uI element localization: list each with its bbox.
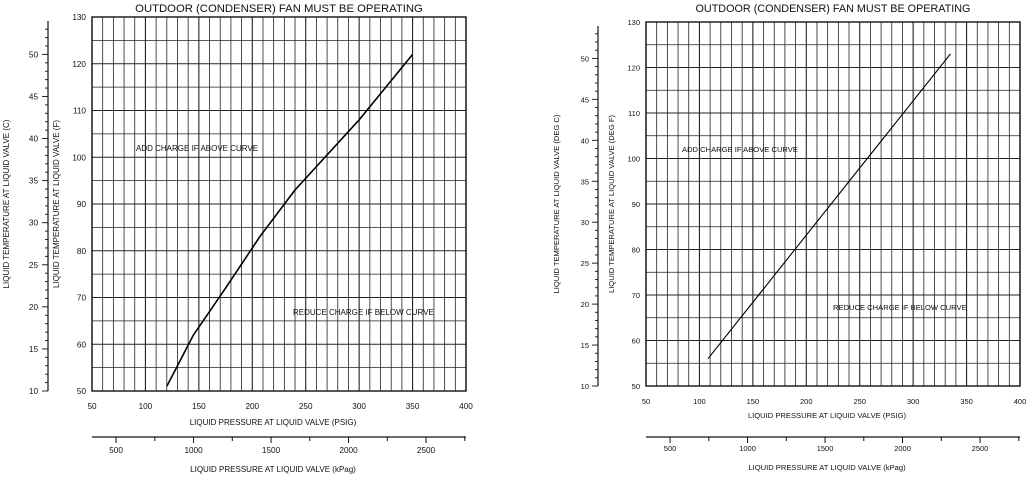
- y2-tick-label: 40: [29, 135, 39, 144]
- x-tick-label: 50: [87, 402, 97, 411]
- y2-tick-label: 30: [581, 218, 589, 227]
- y-tick-label: 120: [627, 64, 640, 73]
- y-tick-label: 60: [77, 340, 87, 349]
- y-tick-label: 60: [632, 337, 640, 346]
- y-tick-label: 80: [632, 246, 640, 255]
- y-tick-label: 100: [627, 155, 640, 164]
- charging-curve: [707, 53, 951, 360]
- x-tick-label: 100: [139, 402, 153, 411]
- y-tick-label: 90: [632, 200, 640, 209]
- y2-tick-label: 15: [29, 345, 39, 354]
- y-axis-label: LIQUID TEMPERATURE AT LIQUID VALVE (F): [52, 120, 61, 288]
- x2-axis-label: LIQUID PRESSURE AT LIQUID VALVE (kPag): [748, 463, 906, 472]
- chart-1: OUTDOOR (CONDENSER) FAN MUST BE OPERATIN…: [2, 3, 473, 474]
- y-tick-label: 110: [73, 107, 86, 116]
- x-axis-label: LIQUID PRESSURE AT LIQUID VALVE (PSIG): [748, 411, 907, 420]
- y2-axis-label: LIQUID TEMPERATURE AT LIQUID VALVE (C): [2, 119, 11, 288]
- x-tick-label: 200: [245, 402, 259, 411]
- x-tick-label: 150: [747, 397, 760, 406]
- y2-tick-label: 45: [581, 95, 589, 104]
- y2-tick-label: 20: [29, 303, 39, 312]
- y-tick-label: 130: [72, 13, 86, 22]
- y2-tick-label: 20: [581, 300, 589, 309]
- x-tick-label: 250: [853, 397, 866, 406]
- x-tick-label: 50: [642, 397, 650, 406]
- x-tick-label: 400: [459, 402, 473, 411]
- annotation-reduce-charge: REDUCE CHARGE IF BELOW CURVE: [833, 303, 967, 312]
- y-tick-label: 50: [632, 382, 640, 391]
- y-axis-label: LIQUID TEMPERATURE AT LIQUID VALVE (DEG …: [607, 114, 616, 293]
- x-tick-label: 200: [800, 397, 813, 406]
- plot-frame: [645, 21, 1021, 387]
- x2-tick-label: 1000: [739, 444, 756, 453]
- y2-tick-label: 50: [29, 50, 39, 59]
- grid: [645, 21, 1021, 387]
- x-tick-label: 300: [907, 397, 920, 406]
- annotation-reduce-charge: REDUCE CHARGE IF BELOW CURVE: [293, 308, 434, 317]
- annotation-add-charge: ADD CHARGE IF ABOVE CURVE: [682, 145, 798, 154]
- x-axis-label: LIQUID PRESSURE AT LIQUID VALVE (PSIG): [190, 418, 357, 427]
- y2-tick-label: 25: [29, 261, 39, 270]
- y2-tick-label: 30: [29, 219, 39, 228]
- y2-axis: [42, 21, 49, 392]
- y2-tick-label: 10: [581, 382, 589, 391]
- x-tick-label: 400: [1014, 397, 1027, 406]
- chart-2: OUTDOOR (CONDENSER) FAN MUST BE OPERATIN…: [552, 3, 1026, 472]
- x2-tick-label: 2000: [894, 444, 911, 453]
- y2-tick-label: 50: [581, 54, 589, 63]
- x-tick-label: 250: [299, 402, 313, 411]
- y2-axis-label: LIQUID TEMPERATURE AT LIQUID VALVE (DEG …: [552, 114, 561, 293]
- x2-tick-label: 1500: [817, 444, 834, 453]
- y2-tick-label: 40: [581, 136, 589, 145]
- x-tick-label: 350: [406, 402, 420, 411]
- x-tick-label: 350: [960, 397, 973, 406]
- x2-tick-label: 2500: [972, 444, 989, 453]
- x2-tick-label: 500: [664, 444, 677, 453]
- x-tick-label: 150: [192, 402, 206, 411]
- plot-frame: [91, 16, 467, 392]
- chart-title: OUTDOOR (CONDENSER) FAN MUST BE OPERATIN…: [135, 3, 423, 15]
- x-tick-label: 100: [693, 397, 706, 406]
- y-tick-label: 80: [77, 247, 87, 256]
- chart-title: OUTDOOR (CONDENSER) FAN MUST BE OPERATIN…: [696, 3, 971, 15]
- y-tick-label: 110: [628, 109, 640, 118]
- annotation-add-charge: ADD CHARGE IF ABOVE CURVE: [136, 144, 258, 153]
- y-tick-label: 70: [77, 294, 87, 303]
- y-tick-label: 130: [627, 18, 640, 27]
- y2-tick-label: 35: [581, 177, 589, 186]
- y-tick-label: 90: [77, 200, 87, 209]
- y2-tick-label: 15: [581, 341, 589, 350]
- charging-curve: [166, 53, 414, 387]
- x2-tick-label: 2000: [339, 446, 358, 455]
- x2-tick-label: 1500: [262, 446, 281, 455]
- y2-axis: [592, 26, 599, 387]
- y2-tick-label: 25: [581, 259, 589, 268]
- y-tick-label: 100: [72, 153, 86, 162]
- x-tick-label: 300: [352, 402, 366, 411]
- x2-tick-label: 2500: [417, 446, 436, 455]
- grid: [91, 16, 467, 392]
- x2-axis: [92, 436, 466, 443]
- y2-tick-label: 35: [29, 177, 39, 186]
- x2-axis: [646, 436, 1020, 443]
- y-tick-label: 120: [72, 60, 86, 69]
- y-tick-label: 70: [632, 291, 640, 300]
- y2-tick-label: 10: [29, 387, 39, 396]
- x2-tick-label: 1000: [184, 446, 203, 455]
- y2-tick-label: 45: [29, 92, 39, 101]
- y-tick-label: 50: [77, 387, 87, 396]
- x2-axis-label: LIQUID PRESSURE AT LIQUID VALVE (kPag): [190, 465, 356, 474]
- x2-tick-label: 500: [109, 446, 123, 455]
